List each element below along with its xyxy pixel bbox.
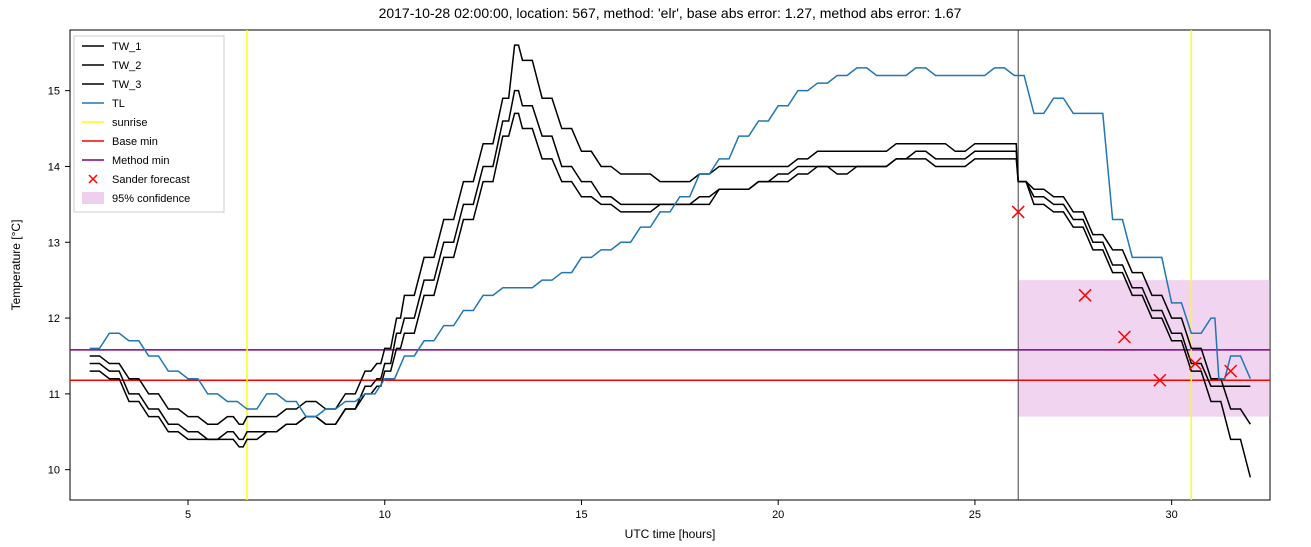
legend-swatch (82, 192, 104, 204)
legend-label: TL (112, 98, 125, 110)
legend-label: Method min (112, 155, 169, 167)
legend-label: Sander forecast (112, 174, 190, 186)
legend-label: TW_3 (112, 79, 141, 91)
legend-label: TW_1 (112, 41, 141, 53)
x-tick-label: 20 (772, 509, 784, 521)
legend-label: Base min (112, 136, 158, 148)
x-axis-label: UTC time [hours] (625, 527, 716, 541)
y-tick-label: 12 (48, 313, 60, 325)
y-tick-label: 14 (48, 161, 60, 173)
y-tick-label: 10 (48, 465, 60, 477)
chart-title: 2017-10-28 02:00:00, location: 567, meth… (379, 5, 962, 21)
x-tick-label: 10 (379, 509, 391, 521)
x-tick-label: 30 (1166, 509, 1178, 521)
chart-container: 2017-10-28 02:00:00, location: 567, meth… (0, 0, 1311, 547)
y-tick-label: 13 (48, 237, 60, 249)
legend-label: sunrise (112, 117, 147, 129)
chart-svg: 2017-10-28 02:00:00, location: 567, meth… (0, 0, 1311, 547)
plot-border (70, 30, 1270, 500)
x-tick-label: 15 (575, 509, 587, 521)
x-tick-label: 25 (969, 509, 981, 521)
y-tick-label: 15 (48, 86, 60, 98)
x-tick-label: 5 (185, 509, 191, 521)
legend-label: TW_2 (112, 60, 141, 72)
y-axis-label: Temperature [°C] (9, 220, 23, 311)
y-tick-label: 11 (49, 389, 60, 401)
legend-label: 95% confidence (112, 193, 190, 205)
